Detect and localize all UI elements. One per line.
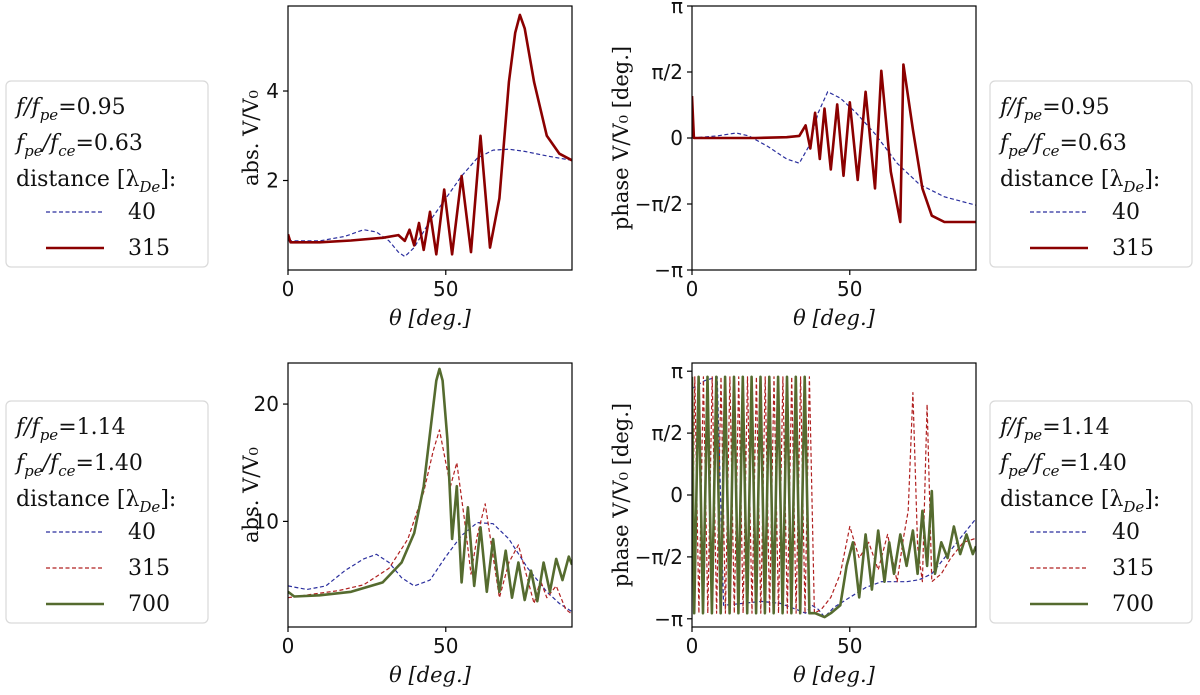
series-line-700 [288,367,572,603]
legend-title: distance [λDe]: [16,167,176,196]
y-tick-label: π [671,359,683,383]
legend-plasma-ratio: fpe/fce=0.63 [998,131,1127,160]
y-tick-label: −π/2 [635,192,683,216]
y-tick-label: π/2 [651,60,683,84]
legend-label-40: 40 [128,200,156,225]
legend-label-40: 40 [1112,520,1140,545]
series-group [692,63,976,224]
legend-label-315: 315 [128,556,170,581]
series-line-315 [288,429,572,615]
series-line-315 [288,13,572,256]
y-axis-label: phase V/V₀ [deg.] [609,403,633,587]
axes-phase-top: 0 50 −π −π/2 0 π/2 π θ [deg.] phase V/V₀ [deg.] [609,0,977,330]
legend-plasma-ratio: fpe/fce=1.40 [14,451,143,480]
x-axis-label: θ [deg.] [389,306,472,330]
y-axis-label: phase V/V₀ [deg.] [609,46,633,230]
legend-box [989,80,1193,268]
y-tick-label: −π [654,607,683,631]
x-tick-label: 0 [686,277,699,301]
x-tick-label: 50 [433,277,458,301]
legend-leg-top-right: f/fpe=0.95 fpe/fce=0.63 distance [λDe]: 40 3… [989,80,1193,268]
legend-box [5,80,209,268]
legend-plasma-ratio: fpe/fce=1.40 [998,451,1127,480]
y-tick-label: 10 [254,509,279,533]
legend-title: distance [λDe]: [16,487,176,516]
x-axis-label: θ [deg.] [389,663,472,687]
x-axis-label: θ [deg.] [793,663,876,687]
x-tick-label: 50 [837,634,862,658]
legend-plasma-ratio: fpe/fce=0.63 [14,131,143,160]
legend-leg-bottom-right: f/fpe=1.14 fpe/fce=1.40 distance [λDe]: 40 3… [989,400,1193,624]
series-line-40 [288,522,572,613]
axes-phase-bottom: 0 50 −π −π/2 0 π/2 π θ [deg.] phase V/V₀ [deg.] [609,359,977,687]
legend-label-700: 700 [1112,592,1154,617]
legend-label-40: 40 [1112,200,1140,225]
series-line-700 [692,375,976,619]
axes-abs-top: 0 50 2 4 θ [deg.] abs. V/V₀ [239,5,573,330]
legend-freq-ratio: f/fpe=1.14 [14,415,126,444]
legend-label-315: 315 [128,236,170,261]
legend-label-315: 315 [1112,236,1154,261]
legend-label-315: 315 [1112,556,1154,581]
legend-leg-bottom-left: f/fpe=1.14 fpe/fce=1.40 distance [λDe]: 40 3… [5,400,209,624]
legend-title: distance [λDe]: [1000,487,1160,516]
legend-label-700: 700 [128,592,170,617]
x-tick-label: 0 [282,277,295,301]
x-tick-label: 50 [433,634,458,658]
plot-frame [287,5,573,271]
series-group [288,13,572,258]
plot-frame [287,362,573,628]
legend-freq-ratio: f/fpe=0.95 [14,95,126,124]
y-tick-label: 0 [670,483,683,507]
y-tick-label: 4 [266,79,279,103]
y-axis-label: abs. V/V₀ [239,447,263,543]
y-tick-label: 0 [670,126,683,150]
series-line-40 [692,376,976,618]
series-line-315 [692,63,976,224]
x-tick-label: 50 [837,277,862,301]
x-tick-label: 0 [282,634,295,658]
y-axis-label: abs. V/V₀ [239,90,263,186]
x-tick-label: 0 [686,634,699,658]
y-tick-label: −π [654,258,683,282]
series-group [288,367,572,615]
axes-layer: 0 50 2 4 θ [deg.] abs. V/V₀ 0 50 −π −π/2 0 π/2 π θ [d… [239,0,977,687]
legend-title: distance [λDe]: [1000,167,1160,196]
y-tick-label: π [671,0,683,18]
y-tick-label: 2 [266,169,279,193]
legend-freq-ratio: f/fpe=1.14 [998,415,1110,444]
series-line-315 [692,376,976,614]
legend-freq-ratio: f/fpe=0.95 [998,95,1110,124]
series-line-40 [692,91,976,206]
series-group [692,375,976,619]
axes-abs-bottom: 0 50 10 20 θ [deg.] abs. V/V₀ [239,362,573,687]
y-tick-label: −π/2 [635,545,683,569]
legend-label-40: 40 [128,520,156,545]
y-tick-label: 20 [254,392,279,416]
y-tick-label: π/2 [651,421,683,445]
x-axis-label: θ [deg.] [793,306,876,330]
legend-leg-top-left: f/fpe=0.95 fpe/fce=0.63 distance [λDe]: 40 3… [5,80,209,268]
